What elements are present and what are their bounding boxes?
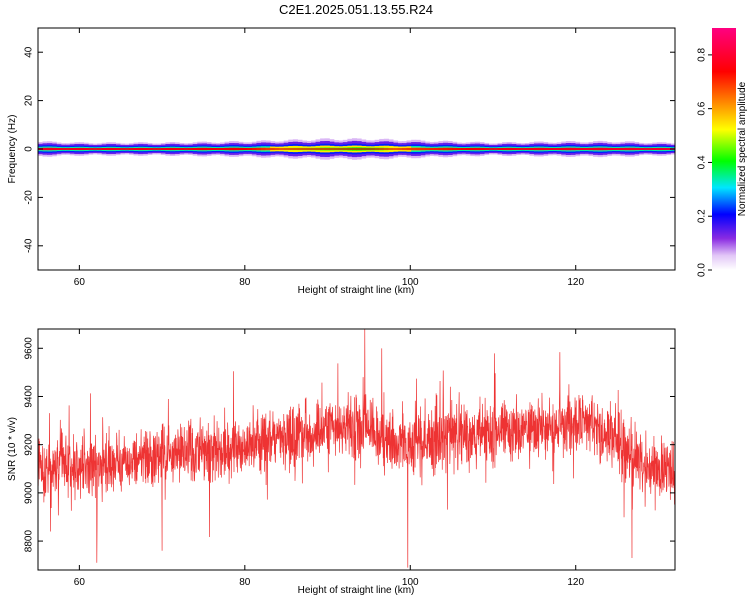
colorbar-ticks: 0.0 0.2 0.4 0.6 0.8: [697, 48, 712, 277]
snr-panel: 60 80 100 120 9600 9400 9200 9000 8800 Height o…: [7, 328, 676, 596]
heatmap-y-label: Frequency (Hz): [7, 115, 18, 184]
heatmap-panel: 60 80 100 120 40 20 0 -20 -40 Height of straigh…: [7, 27, 676, 296]
snr-y-tick-label: 9000: [24, 481, 35, 504]
colorbar-tick-label: 0.8: [697, 48, 708, 62]
heatmap-y-tick-label: 40: [24, 46, 35, 58]
snr-y-tick-label: 9600: [24, 337, 35, 360]
snr-x-axis: 60 80 100 120: [74, 329, 585, 588]
snr-series-line: [38, 329, 675, 568]
colorbar-tick-label: 0.2: [697, 209, 708, 223]
heatmap-x-label: Height of straight line (km): [298, 285, 415, 296]
snr-y-label: SNR (10 * v/v): [7, 417, 18, 481]
snr-frame: [37, 328, 676, 571]
colorbar-tick-label: 0.6: [697, 101, 708, 115]
snr-x-tick-label: 120: [567, 577, 584, 588]
colorbar-tick-label: 0.4: [697, 155, 708, 169]
heatmap-y-tick-label: -20: [24, 190, 35, 205]
heatmap-band: [38, 138, 675, 160]
figure-title: C2E1.2025.051.13.55.R24: [279, 2, 433, 17]
snr-x-label: Height of straight line (km): [298, 585, 415, 596]
snr-y-tick-label: 9200: [24, 433, 35, 456]
heatmap-x-tick-label: 60: [74, 277, 86, 288]
snr-x-tick-label: 60: [74, 577, 86, 588]
heatmap-y-tick-label: 0: [24, 146, 35, 152]
heatmap-x-tick-label: 100: [402, 277, 419, 288]
colorbar: 0.0 0.2 0.4 0.6 0.8 Normalized spectral ampl…: [697, 28, 748, 277]
heatmap-y-tick-label: 20: [24, 95, 35, 107]
heatmap-x-tick-label: 80: [239, 277, 251, 288]
colorbar-label: Normalized spectral amplitude: [737, 81, 748, 216]
snr-x-tick-label: 100: [402, 577, 419, 588]
colorbar-gradient: [712, 28, 736, 270]
heatmap-x-tick-label: 120: [567, 277, 584, 288]
snr-y-tick-label: 9400: [24, 385, 35, 408]
heatmap-y-axis: 40 20 0 -20 -40: [24, 46, 675, 253]
heatmap-y-tick-label: -40: [24, 238, 35, 253]
snr-y-axis: 9600 9400 9200 9000 8800: [24, 337, 675, 552]
heatmap-x-axis: 60 80 100 120: [74, 28, 585, 288]
snr-x-tick-label: 80: [239, 577, 251, 588]
colorbar-tick-label: 0.0: [697, 263, 708, 277]
snr-y-tick-label: 8800: [24, 530, 35, 553]
